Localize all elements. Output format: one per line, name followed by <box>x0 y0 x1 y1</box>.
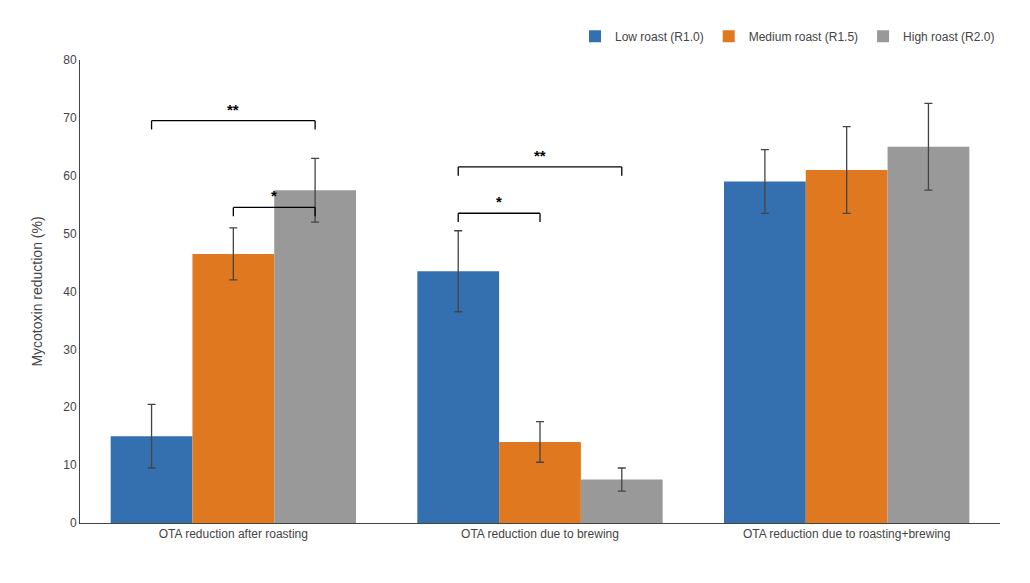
svg-text:OTA reduction due to roasting+: OTA reduction due to roasting+brewing <box>743 527 951 541</box>
svg-text:High roast (R2.0): High roast (R2.0) <box>903 30 994 44</box>
svg-text:*: * <box>271 187 277 204</box>
svg-text:20: 20 <box>63 400 77 414</box>
svg-text:60: 60 <box>63 169 77 183</box>
svg-text:Mycotoxin reduction (%): Mycotoxin reduction (%) <box>29 216 45 366</box>
svg-text:70: 70 <box>63 111 77 125</box>
svg-text:**: ** <box>534 147 546 164</box>
svg-text:Low roast (R1.0): Low roast (R1.0) <box>615 30 704 44</box>
svg-text:10: 10 <box>63 458 77 472</box>
svg-text:0: 0 <box>70 516 77 530</box>
svg-text:30: 30 <box>63 343 77 357</box>
svg-text:OTA reduction after roasting: OTA reduction after roasting <box>159 527 308 541</box>
svg-text:80: 80 <box>63 53 77 67</box>
svg-text:OTA reduction due to brewing: OTA reduction due to brewing <box>461 527 619 541</box>
svg-text:**: ** <box>227 101 239 118</box>
svg-text:Medium roast (R1.5): Medium roast (R1.5) <box>749 30 858 44</box>
svg-text:40: 40 <box>63 285 77 299</box>
svg-text:50: 50 <box>63 227 77 241</box>
svg-text:*: * <box>496 193 502 210</box>
